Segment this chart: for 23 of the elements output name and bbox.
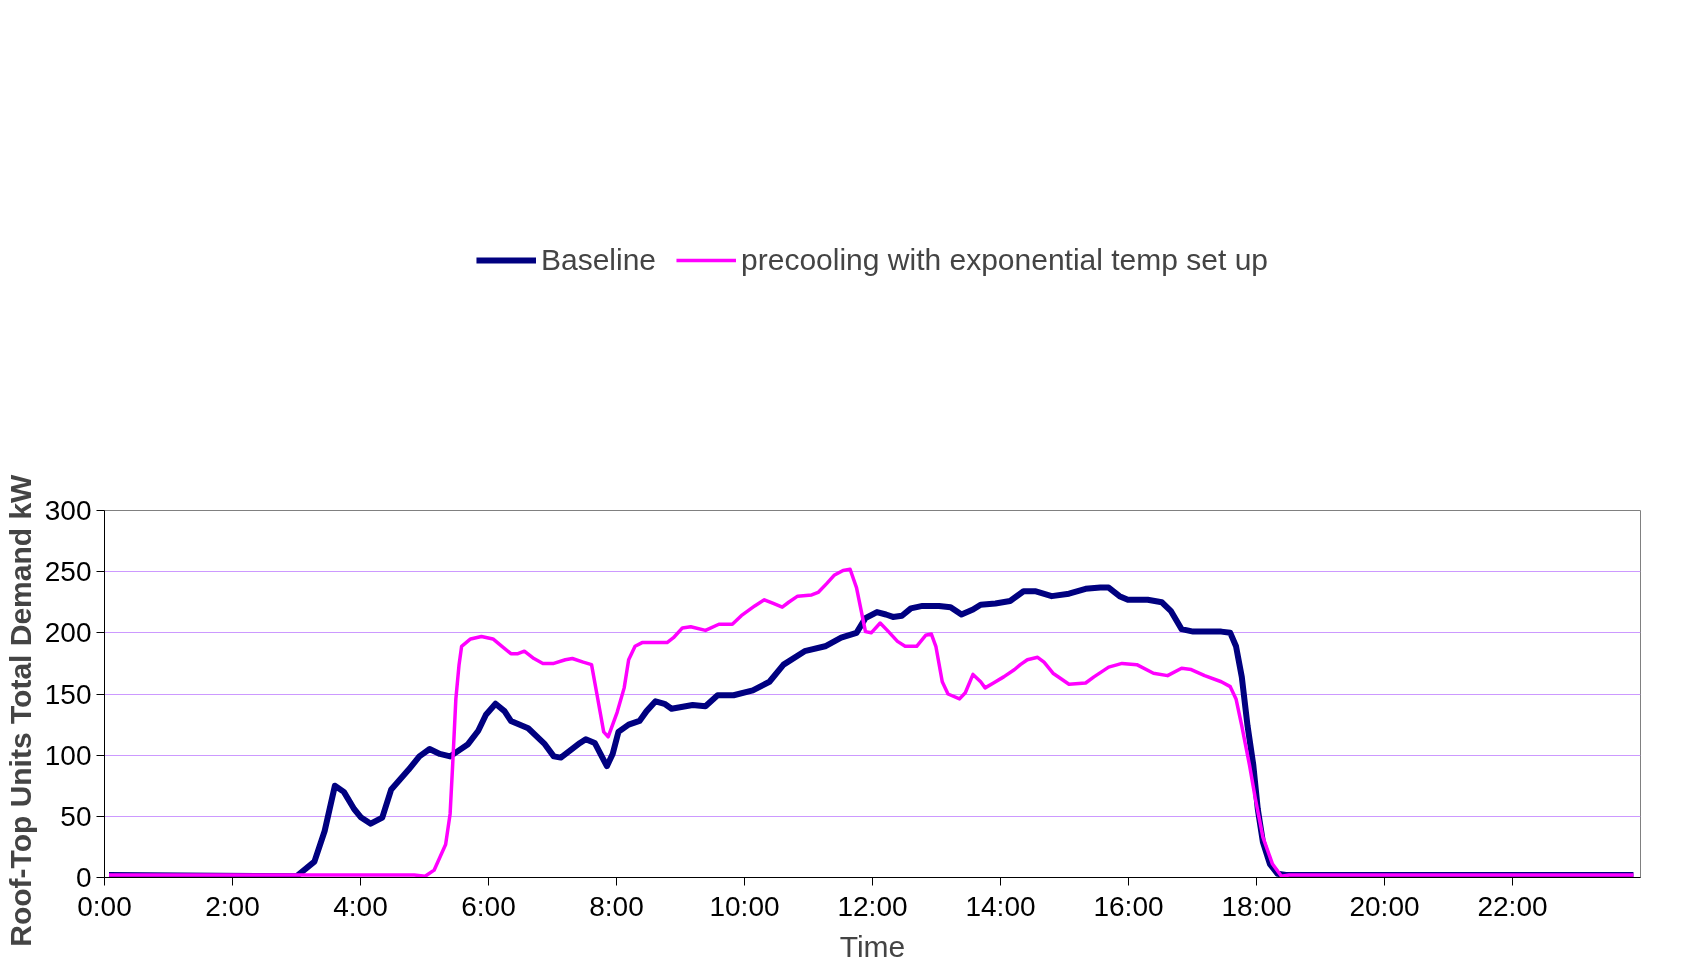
x-tick-label: 16:00 — [1093, 890, 1164, 922]
x-tick-label: 10:00 — [709, 890, 780, 922]
legend-label: Baseline — [540, 243, 657, 277]
y-tick-label: 200 — [44, 617, 92, 649]
y-tick-label: 300 — [44, 495, 92, 526]
y-axis-title: Roof-Top Units Total Demand kW — [3, 473, 37, 947]
y-tick-label: 0 — [75, 862, 92, 893]
x-tick-label: 14:00 — [965, 890, 1036, 922]
legend-label: precooling with exponential temp set up — [741, 243, 1269, 277]
x-tick-label: 8:00 — [589, 890, 644, 922]
y-tick-label: 50 — [60, 800, 92, 832]
x-tick-label: 0:00 — [77, 890, 132, 922]
x-tick-label: 18:00 — [1221, 890, 1292, 922]
x-axis-title: Time — [839, 929, 906, 963]
x-tick-label: 20:00 — [1349, 890, 1420, 922]
y-tick-label: 150 — [44, 678, 92, 710]
x-tick-label: 4:00 — [333, 890, 388, 922]
y-tick-label: 250 — [44, 556, 92, 588]
x-tick-label: 2:00 — [205, 890, 260, 922]
x-tick-label: 12:00 — [837, 890, 908, 922]
x-tick-label: 22:00 — [1477, 890, 1548, 922]
x-tick-label: 6:00 — [461, 890, 516, 922]
y-tick-label: 100 — [44, 739, 92, 771]
